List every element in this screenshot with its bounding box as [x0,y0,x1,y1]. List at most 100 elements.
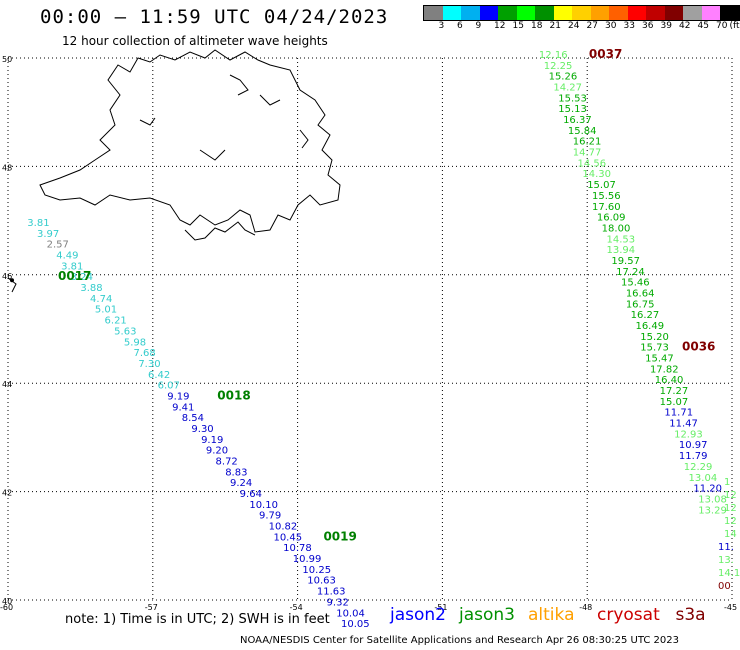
legend-swatch [646,6,665,20]
legend-swatch [424,6,443,20]
legend-label: 45 [697,21,709,31]
lon-tick-label: -60 [0,603,13,612]
swh-value: 3.24 [71,272,93,283]
swh-value: 12.16 [539,50,568,61]
swh-value: 5.63 [114,326,136,337]
legend-swatch [701,6,720,20]
swh-value: 9.19 [201,435,223,446]
swh-value: 16.21 [573,137,602,148]
legend-swatch [461,6,480,20]
pass-time-label: 0036 [682,340,715,354]
swh-value: 15.20 [640,332,669,343]
swh-value: 10.82 [269,522,298,533]
swh-value-clipped: 11. [718,542,734,553]
lon-tick-label: -54 [290,603,303,612]
swh-value: 13.08 [698,494,727,505]
pass-time-label: 0019 [323,529,356,543]
swh-value: 8.72 [216,457,238,468]
swh-value: 9.19 [167,391,189,402]
swh-value: 7.68 [133,348,155,359]
swh-value: 13.94 [607,245,636,256]
swh-value: 10.99 [293,554,322,565]
swh-value: 15.26 [549,72,578,83]
lat-tick-label: 42 [2,489,12,498]
satellite-jason2: jason2 [390,605,446,625]
legend-swatch [664,6,683,20]
swh-value: 10.04 [336,608,365,619]
swh-value: 10.78 [283,543,312,554]
swh-value: 6.21 [105,316,127,327]
swh-value: 14.56 [578,158,607,169]
swh-value: 3.88 [80,283,102,294]
swh-value: 10.25 [302,565,331,576]
legend-label: 6 [457,21,463,31]
legend-swatch [627,6,646,20]
swh-value: 12.29 [684,462,713,473]
legend-label: 3 [438,21,445,31]
swh-value: 15.53 [558,93,587,104]
legend-swatch [553,6,572,20]
swh-value: 6.07 [158,381,180,392]
legend-label: 70 [716,21,728,31]
swh-value-clipped: 13. [718,555,734,566]
swh-value: 9.30 [191,424,213,435]
satellite-jason3: jason3 [459,605,515,625]
map-subtitle: 12 hour collection of altimeter wave hei… [62,34,328,48]
pass-time-label: 0037 [589,47,622,61]
color-legend-bar [423,5,740,21]
swh-value: 7.30 [138,359,160,370]
swh-value: 17.24 [616,267,645,278]
lat-lon-grid: 50 48 46 44 42 40-60 -57 -54 -51 -48 -45 [0,55,737,612]
swh-value: 6.42 [148,370,170,381]
legend-swatch [442,6,461,20]
swh-value: 16.40 [655,375,684,386]
lat-tick-label: 44 [2,380,12,389]
swh-value: 4.49 [56,251,78,262]
swh-value: 11.47 [669,419,698,430]
swh-value: 8.83 [225,467,247,478]
swh-value: 14.77 [573,148,602,159]
swh-value: 16.64 [626,288,655,299]
swh-value: 9.24 [230,478,252,489]
satellite-s3a: s3a [675,605,706,625]
swh-value: 10.05 [341,619,370,630]
lat-tick-label: 46 [2,272,12,281]
swh-value: 11.79 [679,451,708,462]
swh-value: 15.73 [640,343,669,354]
lon-tick-label: -45 [724,603,737,612]
swh-value: 15.56 [592,191,621,202]
swh-value: 15.84 [568,126,597,137]
credit-line: NOAA/NESDIS Center for Satellite Applica… [240,635,679,646]
swh-value: 3.97 [37,229,59,240]
footnote: note: 1) Time is in UTC; 2) SWH is in fe… [65,612,330,627]
swh-value: 11.71 [664,408,693,419]
swh-value: 15.07 [587,180,616,191]
swh-value-clipped: 00 [718,581,731,592]
swh-value: 15.46 [621,278,650,289]
right-edge-fragments: 1 12 12 12 14 11. 13. 14.1 00 [718,477,740,592]
legend-swatch [535,6,554,20]
legend-label: 42 [679,21,691,31]
legend-unit: (ft) [729,21,740,31]
swh-value-clipped: 14.1 [718,568,740,579]
swh-value: 3.81 [61,261,83,272]
legend-swatch [479,6,498,20]
swh-value: 9.41 [172,402,194,413]
lat-tick-label: 48 [2,163,12,172]
swh-value: 5.98 [124,337,146,348]
swh-value: 10.97 [679,440,708,451]
lat-tick-label: 50 [2,55,12,64]
altimeter-tracks: 3.813.972.574.493.813.243.884.745.016.21… [10,47,727,630]
swh-value: 12.93 [674,429,703,440]
legend-swatch [609,6,628,20]
swh-value-clipped: 12 [724,490,737,501]
swh-value: 16.27 [631,310,660,321]
swh-value: 9.32 [327,597,349,608]
swh-value: 18.00 [602,223,631,234]
swh-value: 16.49 [635,321,664,332]
swh-value: 16.09 [597,213,626,224]
swh-value: 19.57 [611,256,640,267]
lon-tick-label: -57 [145,603,158,612]
legend-label: 39 [660,21,672,31]
